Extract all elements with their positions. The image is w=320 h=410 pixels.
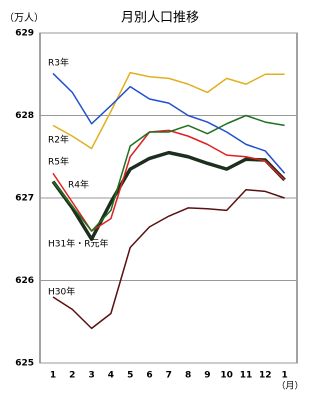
series-label: R3年: [48, 57, 69, 69]
x-tick-label: 6: [146, 371, 152, 381]
x-tick-label: 9: [204, 371, 210, 381]
chart-title: 月別人口推移: [121, 11, 199, 26]
y-tick-label: 626: [15, 276, 34, 286]
x-tick-label: 4: [108, 371, 114, 381]
y-tick-label: 627: [15, 194, 34, 204]
series-line: [52, 71, 285, 150]
x-tick-label: 2: [69, 371, 75, 381]
y-axis-label: （万人）: [4, 12, 44, 24]
series-label: H31年・R元年: [48, 238, 108, 250]
series-line: [52, 72, 286, 174]
series-line: [52, 189, 285, 330]
x-tick-label: 10: [220, 371, 233, 381]
y-tick-label: 629: [15, 29, 34, 39]
x-tick-label: 11: [240, 371, 253, 381]
x-tick-label: 3: [88, 371, 94, 381]
series-line: [51, 150, 286, 241]
x-axis-label: （月）: [276, 381, 303, 392]
x-tick-label: 8: [185, 371, 191, 381]
y-tick-label: 628: [15, 111, 34, 121]
x-tick-label: 5: [127, 371, 133, 381]
y-tick-label: 625: [15, 359, 34, 369]
series-label: R2年: [48, 134, 69, 146]
x-tick-label: 1: [281, 371, 287, 381]
series-line: [52, 114, 285, 232]
series-label: R5年: [48, 156, 69, 168]
x-tick-label: 12: [259, 371, 272, 381]
x-tick-label: 1: [50, 371, 56, 381]
x-tick-label: 7: [166, 371, 172, 381]
series-label: R4年: [68, 179, 89, 191]
series-label: H30年: [48, 286, 75, 298]
